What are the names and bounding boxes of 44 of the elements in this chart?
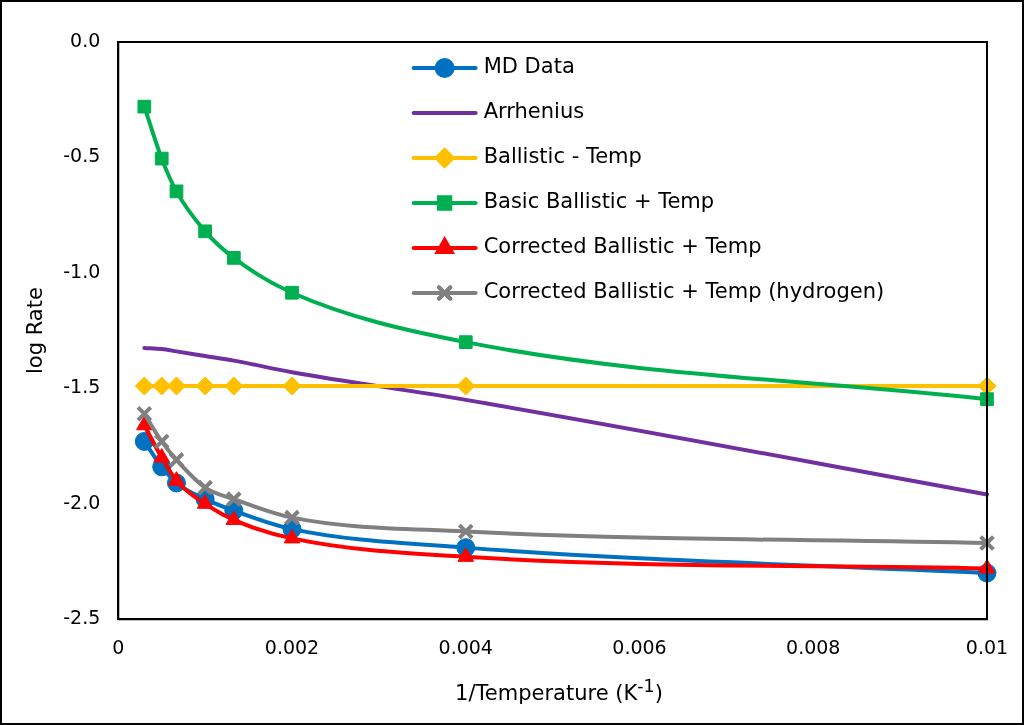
point (282, 376, 302, 396)
point (154, 151, 169, 166)
legend-label: MD Data (483, 54, 575, 79)
point (152, 376, 172, 396)
point (134, 376, 154, 396)
x-tick-label: 0.002 (264, 635, 320, 658)
point (456, 376, 476, 396)
y-tick-label: -2.5 (63, 606, 101, 629)
y-tick-label: 0.0 (70, 28, 101, 51)
y-tick-label: -1.5 (63, 375, 101, 398)
point (169, 184, 184, 199)
line-series (142, 345, 989, 497)
point (166, 376, 186, 396)
point (137, 99, 152, 114)
point (198, 224, 213, 239)
x-tick-label: 0 (112, 635, 125, 658)
point (980, 392, 994, 407)
y-tick-label: -1.0 (63, 259, 101, 282)
x-tick-label: 0.004 (438, 635, 493, 658)
point (458, 335, 473, 350)
point (457, 523, 475, 540)
x-tick-label: 0.01 (965, 635, 1009, 658)
legend-label: Ballistic - Temp (483, 144, 642, 169)
x-tick-label: 0.006 (612, 635, 667, 658)
y-tick-label: -0.5 (63, 144, 101, 167)
point (283, 509, 301, 526)
point (168, 451, 185, 469)
x-tick-label: 0.008 (786, 635, 841, 658)
point (978, 534, 996, 552)
point (196, 479, 214, 496)
legend-label: Arrhenius (483, 99, 585, 124)
legend-label: Corrected Ballistic + Temp (483, 234, 762, 259)
point (224, 376, 244, 396)
legend-label: Basic Ballistic + Temp (483, 189, 715, 214)
point (285, 285, 299, 300)
point (153, 433, 171, 450)
x-axis-title: 1/Temperature (K$^{-1}$) (454, 676, 664, 705)
point (195, 376, 215, 396)
point (226, 251, 241, 265)
point (135, 405, 153, 423)
point (225, 490, 243, 508)
legend-label: Corrected Ballistic + Temp (hydrogen) (483, 279, 885, 304)
y-tick-label: -2.0 (63, 490, 101, 513)
y-axis-title: log Rate (23, 287, 48, 375)
